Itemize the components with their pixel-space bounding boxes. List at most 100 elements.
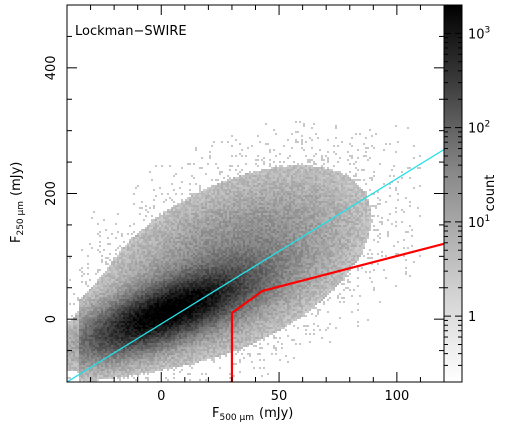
density-cell <box>137 359 139 361</box>
density-cell <box>207 193 209 195</box>
density-cell <box>113 275 115 277</box>
density-cell <box>175 279 177 281</box>
density-cell <box>151 341 153 343</box>
density-cell <box>173 343 175 345</box>
density-cell <box>181 245 183 247</box>
density-cell <box>207 259 209 261</box>
density-cell <box>71 335 73 337</box>
density-cell <box>187 257 189 259</box>
density-cell <box>83 365 85 367</box>
density-cell <box>199 359 201 361</box>
density-cell <box>111 347 113 349</box>
density-cell <box>203 249 205 251</box>
density-cell <box>87 379 89 381</box>
density-cell <box>145 315 147 317</box>
density-cell <box>71 329 73 331</box>
density-cell <box>107 293 109 295</box>
density-cell <box>91 247 93 249</box>
density-cell <box>111 325 113 327</box>
density-cell <box>143 263 145 265</box>
density-cell <box>117 323 119 325</box>
density-cell <box>173 297 175 299</box>
density-cell <box>175 299 177 301</box>
density-cell <box>119 271 121 273</box>
density-cell <box>135 311 137 313</box>
density-cell <box>177 259 179 261</box>
density-cell <box>181 167 183 169</box>
density-cell <box>133 343 135 345</box>
density-cell <box>155 359 157 361</box>
density-cell <box>205 345 207 347</box>
density-cell <box>199 293 201 295</box>
density-cell <box>177 303 179 305</box>
density-cell <box>157 365 159 367</box>
density-cell <box>117 339 119 341</box>
density-cell <box>69 279 71 281</box>
density-cell <box>173 327 175 329</box>
density-cell <box>135 277 137 279</box>
density-cell <box>191 347 193 349</box>
density-cell <box>123 253 125 255</box>
density-cell <box>107 257 109 259</box>
density-cell <box>203 229 205 231</box>
density-cell <box>155 273 157 275</box>
density-cell <box>169 243 171 245</box>
density-cell <box>211 241 213 243</box>
density-cell <box>205 347 207 349</box>
density-cell <box>135 251 137 253</box>
density-cell <box>201 345 203 347</box>
density-cell <box>179 363 181 365</box>
density-cell <box>139 271 141 273</box>
density-cell <box>141 253 143 255</box>
density-cell <box>209 257 211 259</box>
density-cell <box>185 355 187 357</box>
density-cell <box>177 203 179 205</box>
density-cell <box>197 229 199 231</box>
density-cell <box>199 251 201 253</box>
density-cell <box>131 255 133 257</box>
density-cell <box>111 337 113 339</box>
density-cell <box>149 357 151 359</box>
density-cell <box>155 217 157 219</box>
density-cell <box>197 281 199 283</box>
density-cell <box>193 261 195 263</box>
density-cell <box>187 211 189 213</box>
density-cell <box>209 349 211 351</box>
density-cell <box>145 313 147 315</box>
density-cell <box>91 293 93 295</box>
density-cell <box>87 359 89 361</box>
density-cell <box>129 305 131 307</box>
density-cell <box>81 357 83 359</box>
density-cell <box>97 337 99 339</box>
density-cell <box>203 305 205 307</box>
density-cell <box>97 313 99 315</box>
density-cell <box>179 371 181 373</box>
density-cell <box>199 277 201 279</box>
density-cell <box>83 321 85 323</box>
density-cell <box>159 213 161 215</box>
density-cell <box>199 261 201 263</box>
density-cell <box>139 289 141 291</box>
density-cell <box>149 347 151 349</box>
density-cell <box>69 321 71 323</box>
density-cell <box>137 249 139 251</box>
density-cell <box>159 241 161 243</box>
density-cell <box>127 311 129 313</box>
density-cell <box>103 365 105 367</box>
density-cell <box>111 351 113 353</box>
density-cell <box>175 273 177 275</box>
density-cell <box>195 193 197 195</box>
density-cell <box>117 375 119 377</box>
density-cell <box>151 363 153 365</box>
density-cell <box>203 197 205 199</box>
density-cell <box>163 281 165 283</box>
density-cell <box>157 277 159 279</box>
density-cell <box>139 233 141 235</box>
density-cell <box>137 277 139 279</box>
density-cell <box>155 335 157 337</box>
density-cell <box>157 353 159 355</box>
density-cell <box>209 351 211 353</box>
density-cell <box>165 345 167 347</box>
density-cell <box>83 377 85 379</box>
density-cell <box>83 335 85 337</box>
